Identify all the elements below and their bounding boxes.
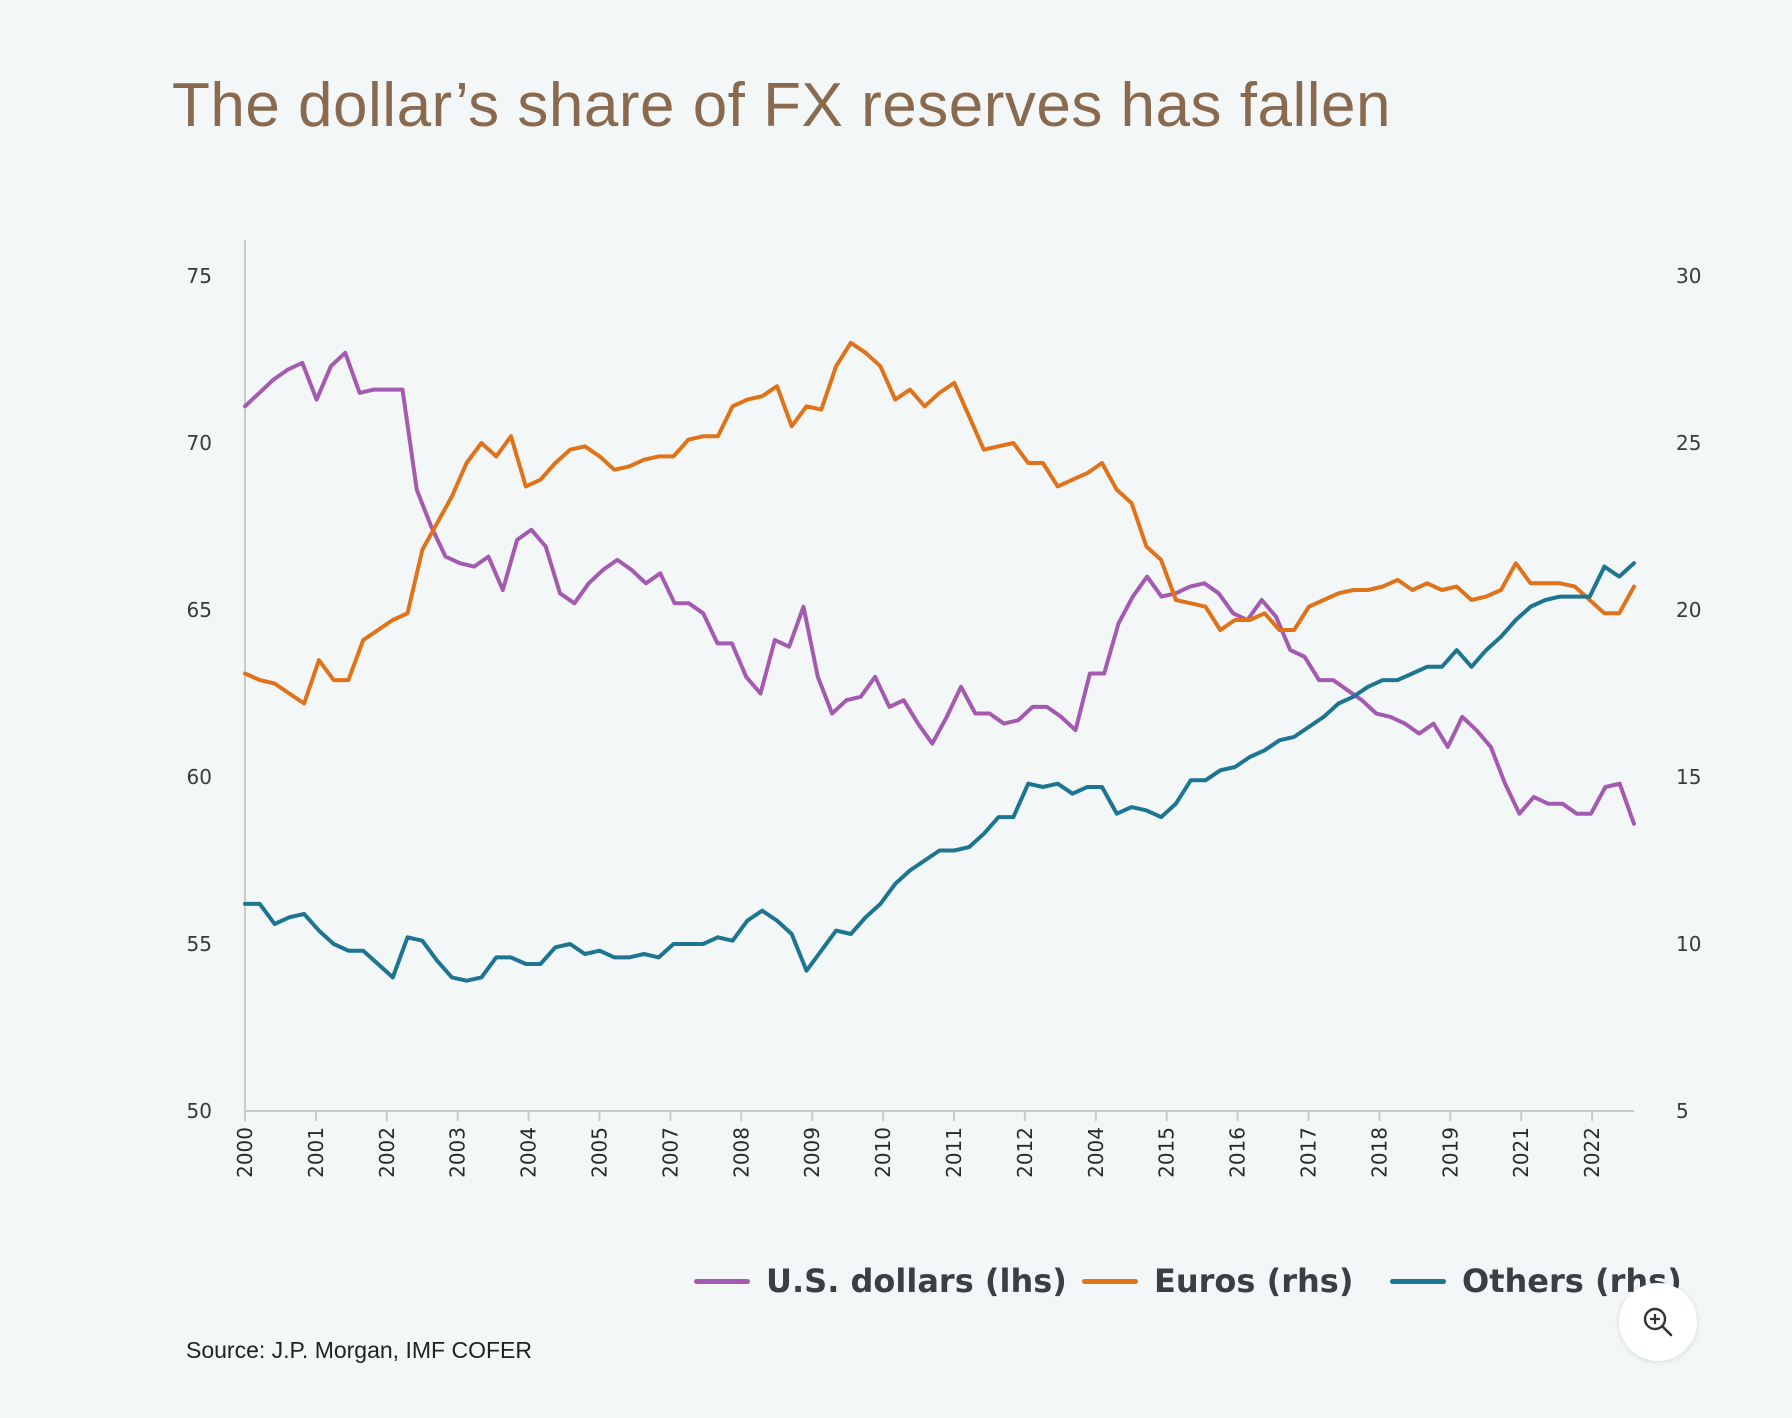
series-lines	[243, 340, 1636, 983]
x-tick-label: 2011	[942, 1127, 966, 1178]
x-tick-label: 2010	[871, 1127, 895, 1178]
legend-label-usd: U.S. dollars (lhs)	[766, 1262, 1067, 1300]
right-tick-label: 20	[1676, 598, 1701, 622]
right-axis-ticks: 5 10 15 20 25 30	[1676, 264, 1701, 1123]
x-tick-label: 2019	[1438, 1127, 1462, 1178]
x-tick-label: 2021	[1509, 1127, 1533, 1178]
x-tick-label: 2004	[517, 1127, 541, 1178]
left-tick-label: 75	[187, 264, 212, 288]
legend: U.S. dollars (lhs) Euros (rhs) Others (r…	[0, 1262, 1792, 1312]
x-tick-label: 2012	[1013, 1127, 1037, 1178]
right-tick-label: 15	[1676, 765, 1701, 789]
left-tick-label: 55	[187, 932, 212, 956]
legend-swatch-usd	[694, 1278, 750, 1284]
legend-swatch-others	[1390, 1278, 1446, 1284]
left-tick-label: 65	[187, 598, 212, 622]
series-line-euro	[243, 340, 1636, 706]
x-tick-label: 2007	[658, 1127, 682, 1178]
x-tick-label: 2022	[1580, 1127, 1604, 1178]
x-tick-label: 2018	[1367, 1127, 1391, 1178]
x-tick-label: 2004	[1084, 1127, 1108, 1178]
axes	[244, 240, 1634, 1112]
legend-item-usd: U.S. dollars (lhs)	[694, 1262, 1067, 1300]
source-note: Source: J.P. Morgan, IMF COFER	[186, 1337, 532, 1363]
x-tick-label: 2008	[729, 1127, 753, 1178]
left-tick-label: 50	[187, 1099, 212, 1123]
legend-item-euro: Euros (rhs)	[1082, 1262, 1353, 1300]
right-tick-label: 5	[1676, 1099, 1689, 1123]
left-tick-label: 60	[187, 765, 212, 789]
x-tick-label: 2009	[800, 1127, 824, 1178]
x-tick-label: 2017	[1297, 1127, 1321, 1178]
left-axis-ticks: 50 55 60 65 70 75	[187, 264, 212, 1123]
x-tick-label: 2003	[446, 1127, 470, 1178]
x-tick-label: 2015	[1155, 1127, 1179, 1178]
zoom-in-icon	[1643, 1307, 1673, 1337]
x-tick-label: 2005	[588, 1127, 612, 1178]
zoom-button[interactable]	[1619, 1283, 1697, 1361]
legend-swatch-euro	[1082, 1278, 1138, 1284]
series-line-others	[243, 561, 1636, 983]
series-line-usd	[243, 350, 1636, 826]
x-tick-label: 2000	[233, 1127, 257, 1178]
right-tick-label: 25	[1676, 431, 1701, 455]
legend-label-euro: Euros (rhs)	[1154, 1262, 1354, 1300]
right-tick-label: 30	[1676, 264, 1701, 288]
x-tick-label: 2016	[1226, 1127, 1250, 1178]
chart-title: The dollar’s share of FX reserves has fa…	[172, 71, 1391, 140]
x-axis-ticks: 2000 2001 2002 2003 2004 2005 2007 2008 2009 2010…	[233, 1111, 1604, 1178]
x-tick-label: 2001	[304, 1127, 328, 1178]
right-tick-label: 10	[1676, 932, 1701, 956]
left-tick-label: 70	[187, 431, 212, 455]
x-tick-label: 2002	[375, 1127, 399, 1178]
